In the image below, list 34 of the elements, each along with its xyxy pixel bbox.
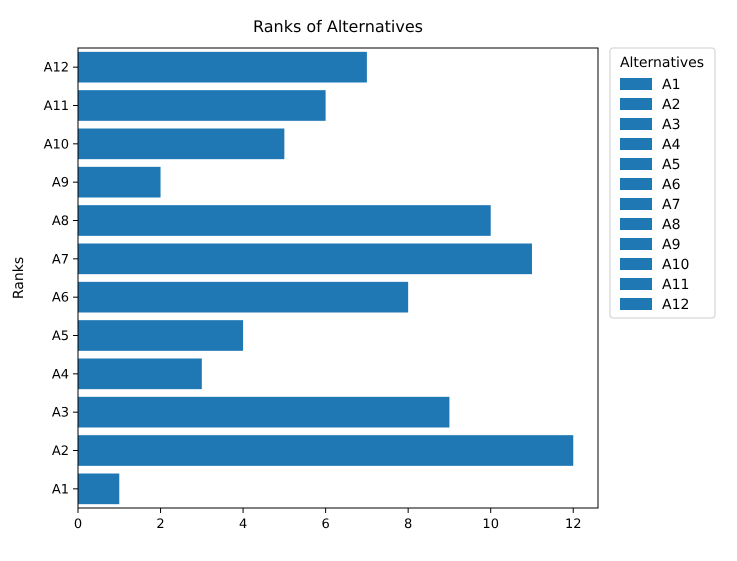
legend-label: A3	[662, 117, 680, 133]
chart-title: Ranks of Alternatives	[252, 17, 424, 36]
y-tick-label: A12	[44, 60, 69, 76]
y-axis-title: Ranks	[11, 256, 27, 300]
x-tick-label: 8	[404, 517, 412, 532]
y-tick-label: A1	[52, 482, 69, 498]
legend-label: A5	[662, 157, 680, 173]
x-tick-label: 2	[156, 517, 165, 532]
x-tick-label: 0	[74, 517, 82, 532]
legend-label: A10	[662, 257, 690, 273]
legend-label: A1	[662, 77, 680, 93]
legend-label: A4	[662, 137, 681, 153]
y-tick-label: A9	[52, 176, 69, 191]
legend-label: A9	[662, 237, 680, 253]
x-tick-label: 4	[238, 517, 248, 532]
legend-title: Alternatives	[620, 55, 704, 71]
x-tick-label: 12	[564, 517, 582, 532]
legend-label: A2	[662, 97, 680, 113]
y-tick-label: A10	[44, 137, 69, 152]
legend-label: A6	[662, 177, 681, 193]
y-tick-label: A11	[44, 99, 69, 114]
legend-label: A7	[662, 197, 680, 213]
y-tick-label: A7	[52, 252, 69, 268]
legend-label: A8	[662, 217, 680, 233]
y-tick-label: A3	[52, 406, 69, 421]
y-tick-label: A5	[52, 329, 69, 344]
y-tick-label: A6	[52, 290, 69, 306]
legend-label: A11	[662, 277, 690, 293]
legend-label: A12	[662, 297, 690, 313]
y-tick-label: A8	[52, 214, 69, 230]
y-tick-label: A2	[52, 444, 69, 460]
x-tick-label: 6	[321, 517, 330, 532]
y-tick-label: A4	[52, 367, 69, 382]
x-tick-label: 10	[482, 517, 499, 532]
